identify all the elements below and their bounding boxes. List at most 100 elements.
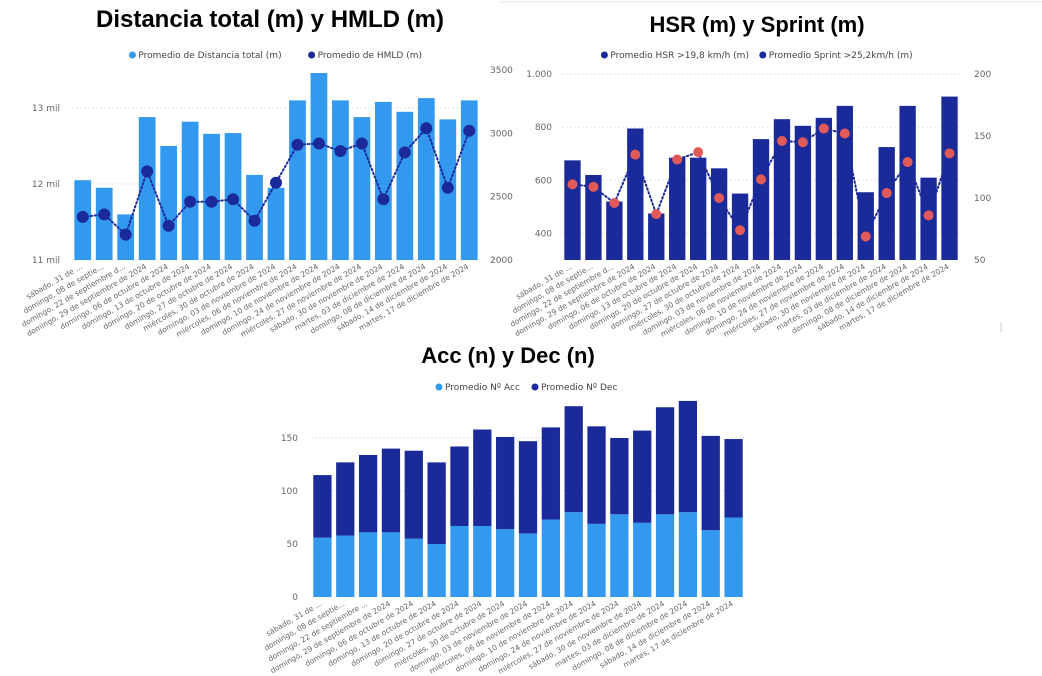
accdec-bar-acc xyxy=(724,517,743,597)
accdec-bar-acc xyxy=(541,519,560,597)
hsr-left-tick-label: 400 xyxy=(535,229,552,239)
distancia-bar xyxy=(353,117,371,261)
accdec-bar-dec xyxy=(701,435,720,531)
distancia-bar xyxy=(267,187,285,260)
hsr-bar xyxy=(689,157,707,260)
distancia-line-point xyxy=(270,176,282,189)
accdec-bar-acc xyxy=(336,535,355,597)
hsr-bar xyxy=(773,119,791,261)
distancia-bar xyxy=(374,101,392,260)
hsr-line-point xyxy=(567,179,578,190)
distancia-bar xyxy=(138,117,156,261)
accdec-bar-acc xyxy=(701,530,720,597)
accdec-bar-dec xyxy=(427,462,446,544)
distancia-line-point xyxy=(312,137,325,150)
accdec-bar-acc xyxy=(655,514,675,597)
hsr-line-point xyxy=(735,225,746,236)
accdec-bar-dec xyxy=(358,454,378,533)
accdec-bar-acc xyxy=(473,525,492,597)
hsr-line-point xyxy=(944,148,955,159)
distancia-line-point xyxy=(119,228,132,241)
accdec-bar-acc xyxy=(358,532,378,597)
hsr-bar xyxy=(878,147,895,260)
hsr-line-point xyxy=(588,181,599,192)
distancia-line-point xyxy=(334,145,347,158)
accdec-legend-marker-1 xyxy=(435,383,443,391)
hsr-bar xyxy=(899,105,916,260)
accdec-tick-label: 0 xyxy=(292,593,298,603)
hsr-bar xyxy=(710,168,728,260)
hsr-line-point xyxy=(651,209,662,220)
distancia-line-point xyxy=(248,214,261,227)
distancia-left-tick-label: 13 mil xyxy=(32,104,60,114)
accdec-bar-dec xyxy=(450,446,469,526)
accdec-tick-label: 150 xyxy=(281,434,298,444)
hsr-line-point xyxy=(693,147,704,158)
hsr-line-point xyxy=(818,123,829,134)
distancia-bar xyxy=(95,187,113,260)
hsr-left-tick-label: 800 xyxy=(535,123,552,133)
distancia-legend-label-1: Promedio de Distancia total (m) xyxy=(138,51,281,61)
distancia-line-point xyxy=(141,165,154,178)
accdec-bar-dec xyxy=(587,426,606,524)
accdec-tick-label: 100 xyxy=(281,487,298,497)
accdec-bar-dec xyxy=(496,436,515,530)
chart-hsr-sprint: HSR (m) y Sprint (m) Promedio HSR >19,8 k… xyxy=(509,12,992,339)
hsr-bar xyxy=(627,128,644,260)
hsr-bar xyxy=(648,213,665,260)
distancia-bar xyxy=(396,111,414,260)
accdec-bar-dec xyxy=(633,430,652,523)
hsr-line-point xyxy=(860,231,871,242)
accdec-bar-acc xyxy=(427,544,446,597)
distancia-bar xyxy=(332,100,349,261)
accdec-bar-dec xyxy=(518,441,538,534)
hsr-legend-marker-2 xyxy=(759,51,767,59)
hsr-line-point xyxy=(839,128,850,139)
distancia-legend-marker-1 xyxy=(128,51,136,59)
hsr-bar xyxy=(752,139,770,260)
distancia-line-point xyxy=(76,210,89,223)
hsr-line-point xyxy=(630,149,641,160)
hsr-line-point xyxy=(714,193,725,203)
chart-acc-dec: Acc (n) y Dec (n) Promedio Nº Acc Promedio… xyxy=(263,343,745,676)
accdec-bar-acc xyxy=(610,514,629,597)
hsr-right-tick-label: 100 xyxy=(974,194,991,204)
hsr-line-point xyxy=(609,197,620,208)
accdec-bar-acc xyxy=(587,523,606,597)
distancia-line-point xyxy=(184,195,197,208)
accdec-bar-dec xyxy=(678,400,698,513)
distancia-right-tick-label: 3000 xyxy=(490,129,513,139)
accdec-legend-label-2: Promedio Nº Dec xyxy=(541,383,617,393)
accdec-tick-label: 50 xyxy=(287,540,299,550)
accdec-bar-acc xyxy=(404,538,423,597)
distancia-line-point xyxy=(355,137,368,150)
distancia-line-point xyxy=(162,219,175,232)
accdec-bar-acc xyxy=(496,529,515,597)
distancia-line-point xyxy=(227,193,240,206)
distancia-left-tick-label: 12 mil xyxy=(32,180,60,190)
distancia-line-point xyxy=(377,193,390,206)
accdec-bar-acc xyxy=(678,512,698,597)
distancia-right-tick-label: 2500 xyxy=(490,193,513,203)
accdec-bar-acc xyxy=(633,522,652,597)
distancia-line-point xyxy=(98,208,111,221)
accdec-bar-acc xyxy=(564,512,583,597)
distancia-bar xyxy=(289,100,306,261)
hsr-left-tick-label: 1.000 xyxy=(526,70,552,80)
chart-distancia-hmld: Distancia total (m) y HMLD (m) Promedio d… xyxy=(20,6,513,339)
hsr-legend-marker-1 xyxy=(600,51,608,59)
distancia-bar xyxy=(460,100,478,261)
accdec-bar-dec xyxy=(404,450,423,539)
accdec-bar-dec xyxy=(336,462,355,536)
hsr-bar xyxy=(941,96,958,260)
distancia-line-point xyxy=(291,138,304,151)
accdec-title: Acc (n) y Dec (n) xyxy=(421,343,595,368)
distancia-right-tick-label: 2000 xyxy=(490,256,513,266)
distancia-legend-marker-2 xyxy=(308,51,316,59)
distancia-line-point xyxy=(463,124,476,137)
distancia-bar xyxy=(181,121,199,261)
hsr-left-tick-label: 600 xyxy=(535,176,552,186)
hsr-bar xyxy=(836,105,853,260)
accdec-bar-dec xyxy=(610,438,629,515)
